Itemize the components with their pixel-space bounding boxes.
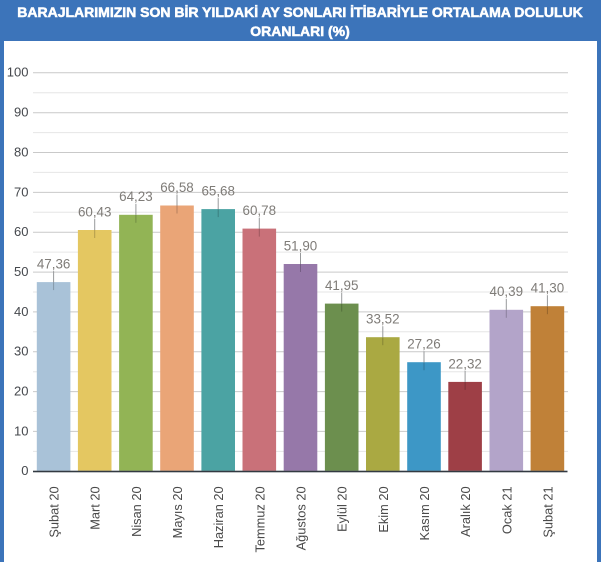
svg-text:0: 0 <box>21 463 28 478</box>
svg-text:20: 20 <box>14 384 28 399</box>
svg-text:Kasım 20: Kasım 20 <box>417 486 432 540</box>
svg-text:50: 50 <box>14 264 28 279</box>
svg-text:Temmuz 20: Temmuz 20 <box>252 486 267 552</box>
svg-text:90: 90 <box>14 105 28 120</box>
svg-text:Mayıs 20: Mayıs 20 <box>170 486 185 538</box>
svg-text:60: 60 <box>14 224 28 239</box>
svg-text:100: 100 <box>7 65 29 80</box>
svg-text:40: 40 <box>14 304 28 319</box>
svg-text:22,32: 22,32 <box>448 356 482 371</box>
svg-text:Şubat 20: Şubat 20 <box>47 486 62 537</box>
svg-text:60,43: 60,43 <box>78 204 112 219</box>
svg-text:Ağustos 20: Ağustos 20 <box>294 486 309 550</box>
svg-text:64,23: 64,23 <box>119 189 153 204</box>
svg-text:ORANLARI (%): ORANLARI (%) <box>250 23 350 39</box>
svg-text:40,39: 40,39 <box>490 284 524 299</box>
svg-text:Şubat 21: Şubat 21 <box>540 486 555 537</box>
svg-text:41,30: 41,30 <box>531 281 565 296</box>
svg-text:80: 80 <box>14 144 28 159</box>
svg-text:Mart 20: Mart 20 <box>88 486 103 529</box>
svg-text:60,78: 60,78 <box>243 203 277 218</box>
svg-text:65,68: 65,68 <box>201 184 235 199</box>
svg-text:BARAJLARIMIZIN SON BİR YILDAKİ: BARAJLARIMIZIN SON BİR YILDAKİ AY SONLAR… <box>17 4 582 20</box>
svg-text:70: 70 <box>14 184 28 199</box>
svg-text:10: 10 <box>14 423 28 438</box>
svg-text:33,52: 33,52 <box>366 312 400 327</box>
svg-text:30: 30 <box>14 344 28 359</box>
svg-text:Ekim 20: Ekim 20 <box>376 486 391 532</box>
svg-text:Haziran 20: Haziran 20 <box>211 486 226 548</box>
svg-text:41,95: 41,95 <box>325 278 359 293</box>
svg-text:66,58: 66,58 <box>160 180 194 195</box>
svg-text:51,90: 51,90 <box>284 238 318 253</box>
svg-text:Nisan 20: Nisan 20 <box>129 486 144 537</box>
svg-text:27,26: 27,26 <box>407 337 441 352</box>
svg-text:47,36: 47,36 <box>37 257 71 272</box>
svg-text:Eylül 20: Eylül 20 <box>335 486 350 532</box>
svg-text:Aralık 20: Aralık 20 <box>458 486 473 537</box>
svg-text:Ocak 21: Ocak 21 <box>499 486 514 534</box>
